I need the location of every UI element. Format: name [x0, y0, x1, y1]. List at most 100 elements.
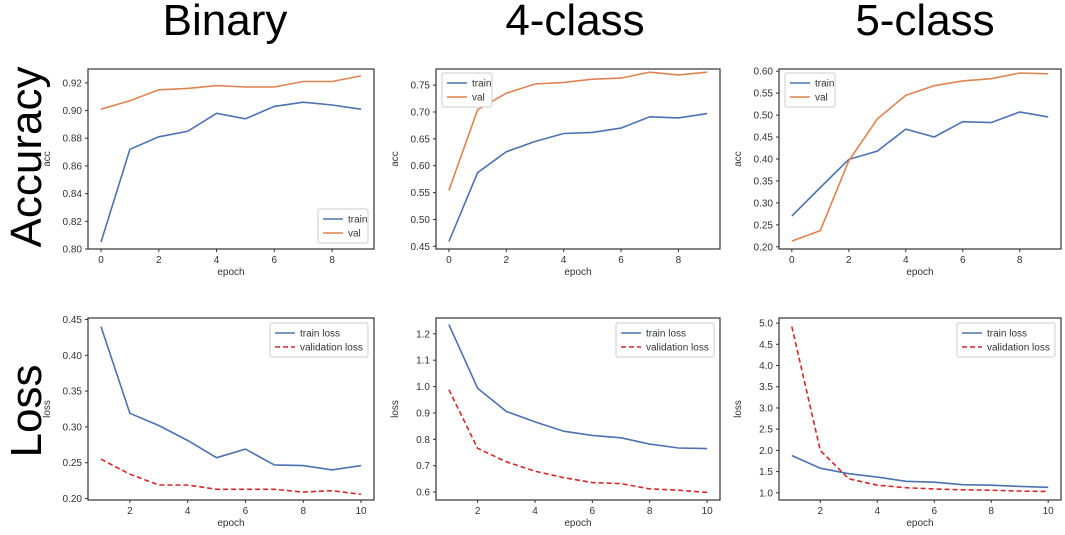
5-class-loss-y-tick-label: 1.0: [759, 488, 773, 499]
5-class-loss-y-axis-label: loss: [733, 400, 744, 418]
5-class-loss-y-tick-label: 3.5: [759, 382, 773, 393]
binary-loss-y-tick-label: 0.25: [63, 458, 83, 469]
chart-5-class-loss: 2 4 6 8 10 1.0 1.5 2.0 2.5 3.0 3.5 4.0 4.5 5.0 epoch lo…: [733, 317, 1062, 529]
binary-loss-series-train-loss: [100, 326, 362, 471]
binary-accuracy-y-tick-label: 0.88: [63, 134, 83, 145]
4-class-loss-legend-label: train loss: [646, 329, 686, 340]
4-class-accuracy-x-tick-label: 2: [504, 255, 510, 266]
4-class-loss-series-validation-loss: [448, 389, 708, 494]
5-class-accuracy-x-tick-label: 6: [960, 255, 966, 266]
chart-binary-accuracy: 0 2 4 6 8 0.80 0.82 0.84 0.86 0.88 0.90 0.92 epoch ac…: [42, 68, 375, 278]
4-class-accuracy-y-tick-label: 0.70: [411, 107, 431, 118]
4-class-loss-x-axis-label: epoch: [564, 518, 591, 529]
5-class-accuracy-x-tick-label: 2: [846, 255, 852, 266]
chart-5-class-accuracy: 0 2 4 6 8 0.20 0.25 0.30 0.35 0.40 0.45 0.50 0.55 0.6…: [733, 67, 1062, 278]
5-class-loss-legend-label: train loss: [987, 329, 1027, 340]
4-class-accuracy-x-axis-label: epoch: [564, 267, 591, 278]
5-class-accuracy-y-tick-label: 0.20: [754, 242, 774, 253]
binary-loss-y-tick-label: 0.35: [63, 387, 83, 398]
5-class-accuracy-legend-label: train: [815, 79, 834, 90]
binary-loss-y-tick-label: 0.45: [63, 315, 83, 326]
5-class-accuracy-series-train: [791, 111, 1049, 217]
binary-accuracy-legend-box: [317, 208, 369, 244]
5-class-accuracy-y-tick-label: 0.60: [754, 67, 774, 78]
5-class-loss-legend-box: [956, 322, 1056, 358]
5-class-loss-x-tick-label: 8: [988, 506, 994, 517]
4-class-accuracy-legend-box: [441, 72, 493, 108]
4-class-loss-x-tick-label: 2: [475, 506, 481, 517]
4-class-accuracy-x-tick-label: 0: [446, 255, 452, 266]
binary-accuracy-x-tick-label: 4: [214, 255, 220, 266]
binary-accuracy-y-tick-label: 0.84: [63, 189, 83, 200]
binary-accuracy-y-tick-label: 0.86: [63, 161, 83, 172]
4-class-accuracy-y-tick-label: 0.50: [411, 215, 431, 226]
5-class-loss-y-tick-label: 3.0: [759, 403, 773, 414]
4-class-loss-y-tick-label: 0.8: [416, 435, 430, 446]
binary-loss-legend-label: train loss: [300, 329, 340, 340]
5-class-loss-x-tick-label: 2: [818, 506, 824, 517]
4-class-loss-y-tick-label: 0.9: [416, 408, 430, 419]
binary-accuracy-y-tick-label: 0.90: [63, 106, 83, 117]
binary-loss-y-tick-label: 0.40: [63, 351, 83, 362]
5-class-accuracy-y-axis-label: acc: [733, 151, 744, 167]
binary-accuracy-x-axis-label: epoch: [217, 267, 244, 278]
5-class-accuracy-y-tick-label: 0.55: [754, 89, 774, 100]
binary-accuracy-x-tick-label: 0: [98, 255, 104, 266]
4-class-accuracy-legend-label: train: [472, 79, 491, 90]
4-class-accuracy-x-tick-label: 4: [561, 255, 567, 266]
5-class-accuracy-series-val: [791, 72, 1049, 242]
5-class-accuracy-x-axis-label: epoch: [906, 267, 933, 278]
5-class-loss-y-tick-label: 1.5: [759, 467, 773, 478]
binary-loss-x-tick-label: 6: [243, 506, 249, 517]
4-class-loss-x-tick-label: 6: [590, 506, 596, 517]
4-class-loss-y-tick-label: 1.0: [416, 382, 430, 393]
binary-loss-y-tick-label: 0.20: [63, 494, 83, 505]
binary-accuracy-legend-label: val: [348, 229, 361, 240]
4-class-loss-x-tick-label: 4: [532, 506, 538, 517]
binary-accuracy-y-tick-label: 0.92: [63, 78, 83, 89]
binary-loss-x-tick-label: 2: [127, 506, 133, 517]
5-class-loss-y-tick-label: 4.5: [759, 340, 773, 351]
4-class-loss-y-tick-label: 1.2: [416, 329, 430, 340]
binary-loss-legend-label: validation loss: [300, 343, 363, 354]
4-class-accuracy-series-train: [448, 112, 708, 242]
5-class-loss-y-tick-label: 2.0: [759, 446, 773, 457]
binary-loss-x-tick-label: 10: [355, 506, 367, 517]
4-class-accuracy-y-tick-label: 0.45: [411, 242, 431, 253]
binary-accuracy-x-tick-label: 2: [156, 255, 162, 266]
4-class-accuracy-x-tick-label: 8: [676, 255, 682, 266]
4-class-loss-x-tick-label: 10: [702, 506, 714, 517]
4-class-loss-legend-box: [615, 322, 715, 358]
column-title-binary: Binary: [162, 0, 288, 45]
binary-loss-series-validation-loss: [100, 458, 362, 496]
binary-accuracy-series-val: [100, 75, 362, 110]
5-class-loss-y-tick-label: 2.5: [759, 425, 773, 436]
binary-accuracy-series-train: [100, 101, 362, 243]
5-class-loss-series-validation-loss: [791, 326, 1049, 493]
5-class-loss-y-tick-label: 5.0: [759, 319, 773, 330]
binary-accuracy-y-axis-label: acc: [42, 151, 53, 167]
4-class-loss-y-tick-label: 0.7: [416, 461, 430, 472]
5-class-accuracy-legend-label: val: [815, 93, 828, 104]
binary-accuracy-y-tick-label: 0.82: [63, 217, 83, 228]
column-title-5-class: 5-class: [855, 0, 995, 45]
5-class-accuracy-legend-box: [784, 72, 836, 108]
binary-loss-y-axis-label: loss: [42, 400, 53, 418]
binary-accuracy-x-tick-label: 6: [272, 255, 278, 266]
4-class-accuracy-y-axis-label: acc: [390, 151, 401, 167]
5-class-accuracy-y-tick-label: 0.50: [754, 111, 774, 122]
5-class-accuracy-y-tick-label: 0.40: [754, 155, 774, 166]
5-class-loss-x-tick-label: 10: [1043, 506, 1055, 517]
5-class-loss-x-axis-label: epoch: [906, 518, 933, 529]
binary-accuracy-y-tick-label: 0.80: [63, 245, 83, 256]
chart-binary-loss: 2 4 6 8 10 0.20 0.25 0.30 0.35 0.40 0.45 epoch loss t…: [42, 315, 375, 529]
4-class-loss-series-train-loss: [448, 324, 708, 450]
4-class-accuracy-legend-label: val: [472, 93, 485, 104]
binary-accuracy-frame: [87, 68, 375, 250]
5-class-accuracy-x-tick-label: 0: [789, 255, 795, 266]
4-class-accuracy-y-tick-label: 0.75: [411, 81, 431, 92]
5-class-accuracy-y-tick-label: 0.35: [754, 176, 774, 187]
4-class-loss-y-tick-label: 0.6: [416, 488, 430, 499]
chart-4-class-loss: 2 4 6 8 10 0.6 0.7 0.8 0.9 1.0 1.1 1.2 epoch loss trai…: [390, 317, 721, 529]
chart-4-class-accuracy: 0 2 4 6 8 0.45 0.50 0.55 0.60 0.65 0.70 0.75 epoch ac…: [390, 68, 721, 278]
